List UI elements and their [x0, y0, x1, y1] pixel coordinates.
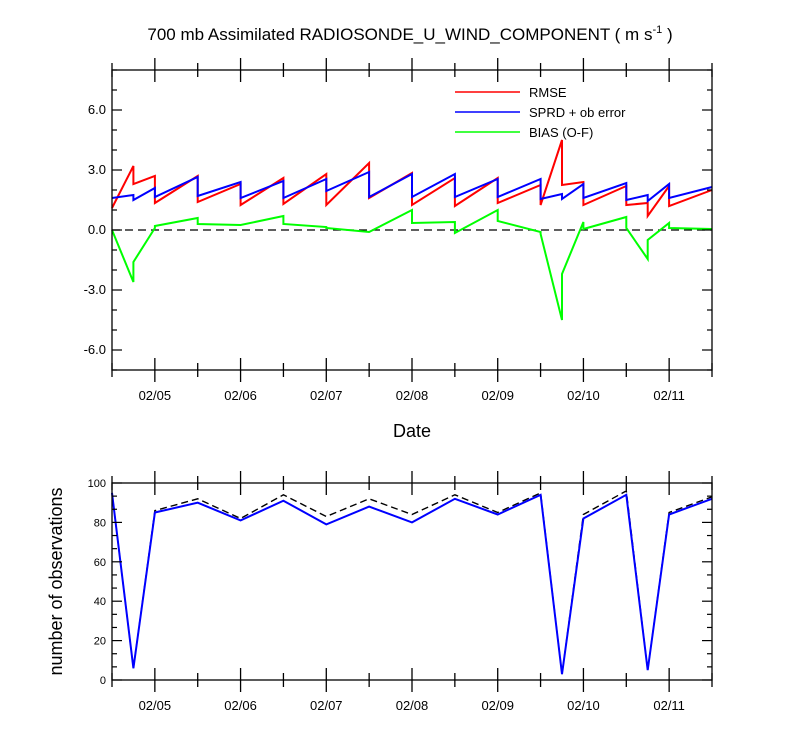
bottom-axis-ticks: 02/05 02/06 02/07 02/08 02/09 02/10 02/11 0 20 40… — [88, 471, 713, 713]
y-tick-label: 0.0 — [88, 222, 106, 237]
chart-title-main: 700 mb Assimilated RADIOSONDE_U_WIND_COM… — [147, 25, 652, 44]
y-tick-label: 20 — [94, 636, 106, 648]
y-tick-label: -6.0 — [84, 342, 106, 357]
series-line-used — [111, 492, 713, 675]
y-tick-label: 6.0 — [88, 102, 106, 117]
series-line-bias — [111, 208, 713, 321]
x-tick-label: 02/11 — [653, 388, 685, 403]
y-tick-label: 60 — [94, 557, 106, 569]
top-plot-frame — [111, 69, 713, 371]
x-tick-label: 02/06 — [224, 388, 257, 403]
y-tick-label: 80 — [94, 517, 106, 529]
series-line-possible — [111, 489, 713, 675]
top-chart-panel: 02/05 02/06 02/07 02/08 02/09 02/10 02/11 -6.0 -… — [84, 58, 713, 441]
x-axis-title: Date — [393, 421, 431, 441]
x-tick-label: 02/09 — [481, 698, 514, 713]
x-tick-label: 02/08 — [396, 388, 429, 403]
legend-label-bias: BIAS (O-F) — [529, 125, 593, 140]
legend: RMSE SPRD + ob error BIAS (O-F) — [455, 85, 626, 140]
y-axis-title: number of observations — [46, 487, 66, 675]
y-tick-label: 3.0 — [88, 162, 106, 177]
x-tick-label: 02/07 — [310, 698, 343, 713]
bottom-chart-panel: 02/05 02/06 02/07 02/08 02/09 02/10 02/11 0 20 40… — [46, 471, 713, 713]
x-tick-label: 02/08 — [396, 698, 429, 713]
legend-label-rmse: RMSE — [529, 85, 567, 100]
x-tick-label: 02/11 — [653, 698, 685, 713]
x-tick-label: 02/05 — [139, 698, 172, 713]
y-tick-label: 0 — [100, 675, 106, 687]
x-tick-label: 02/05 — [139, 388, 172, 403]
top-series-group — [111, 139, 713, 321]
y-tick-label: -3.0 — [84, 282, 106, 297]
series-line-sprd — [111, 170, 713, 204]
bottom-series-group — [111, 489, 713, 675]
chart-title: 700 mb Assimilated RADIOSONDE_U_WIND_COM… — [147, 24, 672, 44]
y-tick-label: 40 — [94, 596, 106, 608]
chart-title-superscript: -1 — [652, 24, 662, 36]
legend-label-sprd: SPRD + ob error — [529, 105, 626, 120]
bottom-plot-frame — [111, 482, 713, 681]
y-tick-label: 100 — [88, 478, 106, 490]
top-axis-ticks: 02/05 02/06 02/07 02/08 02/09 02/10 02/11 -6.0 -… — [84, 58, 713, 403]
x-tick-label: 02/07 — [310, 388, 343, 403]
x-tick-label: 02/10 — [567, 388, 600, 403]
x-tick-label: 02/10 — [567, 698, 600, 713]
x-tick-label: 02/09 — [481, 388, 514, 403]
x-tick-label: 02/06 — [224, 698, 257, 713]
chart-title-suffix: ) — [662, 25, 672, 44]
